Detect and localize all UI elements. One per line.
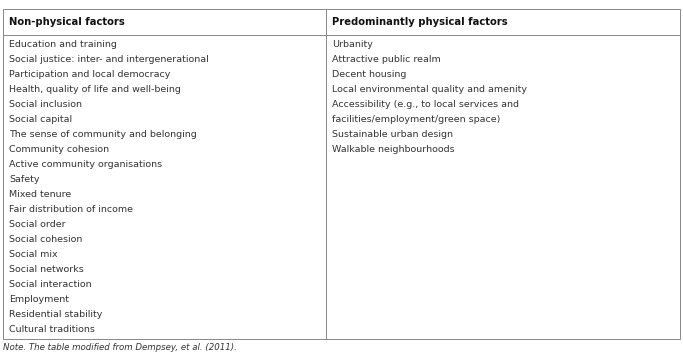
Text: Predominantly physical factors: Predominantly physical factors (332, 17, 507, 27)
Text: Accessibility (e.g., to local services and: Accessibility (e.g., to local services a… (332, 99, 519, 109)
Text: Decent housing: Decent housing (332, 70, 406, 79)
Text: Sustainable urban design: Sustainable urban design (332, 130, 453, 139)
Text: Social mix: Social mix (9, 250, 57, 258)
Text: Attractive public realm: Attractive public realm (332, 55, 441, 64)
Text: Social networks: Social networks (9, 265, 83, 274)
Text: Social capital: Social capital (9, 115, 72, 123)
Text: Local environmental quality and amenity: Local environmental quality and amenity (332, 85, 527, 94)
Text: Non-physical factors: Non-physical factors (9, 17, 124, 27)
Text: Urbanity: Urbanity (332, 39, 373, 48)
Text: Walkable neighbourhoods: Walkable neighbourhoods (332, 145, 455, 154)
Text: Community cohesion: Community cohesion (9, 145, 109, 154)
Text: Social cohesion: Social cohesion (9, 234, 82, 243)
Text: Fair distribution of income: Fair distribution of income (9, 205, 133, 214)
Text: Cultural traditions: Cultural traditions (9, 325, 95, 334)
Text: Active community organisations: Active community organisations (9, 160, 162, 169)
Text: Participation and local democracy: Participation and local democracy (9, 70, 170, 79)
Text: Employment: Employment (9, 295, 69, 304)
Text: Social order: Social order (9, 220, 66, 229)
Text: Safety: Safety (9, 174, 40, 183)
Text: facilities/employment/green space): facilities/employment/green space) (332, 115, 501, 123)
Text: Social interaction: Social interaction (9, 280, 92, 289)
Text: Health, quality of life and well-being: Health, quality of life and well-being (9, 85, 181, 94)
Text: Note. The table modified from Dempsey, et al. (2011).: Note. The table modified from Dempsey, e… (3, 343, 237, 352)
Text: Social inclusion: Social inclusion (9, 99, 82, 109)
Text: Mixed tenure: Mixed tenure (9, 190, 71, 199)
Text: Education and training: Education and training (9, 39, 117, 48)
Text: Residential stability: Residential stability (9, 309, 102, 318)
Text: The sense of community and belonging: The sense of community and belonging (9, 130, 197, 139)
Text: Social justice: inter- and intergenerational: Social justice: inter- and intergenerati… (9, 55, 208, 64)
